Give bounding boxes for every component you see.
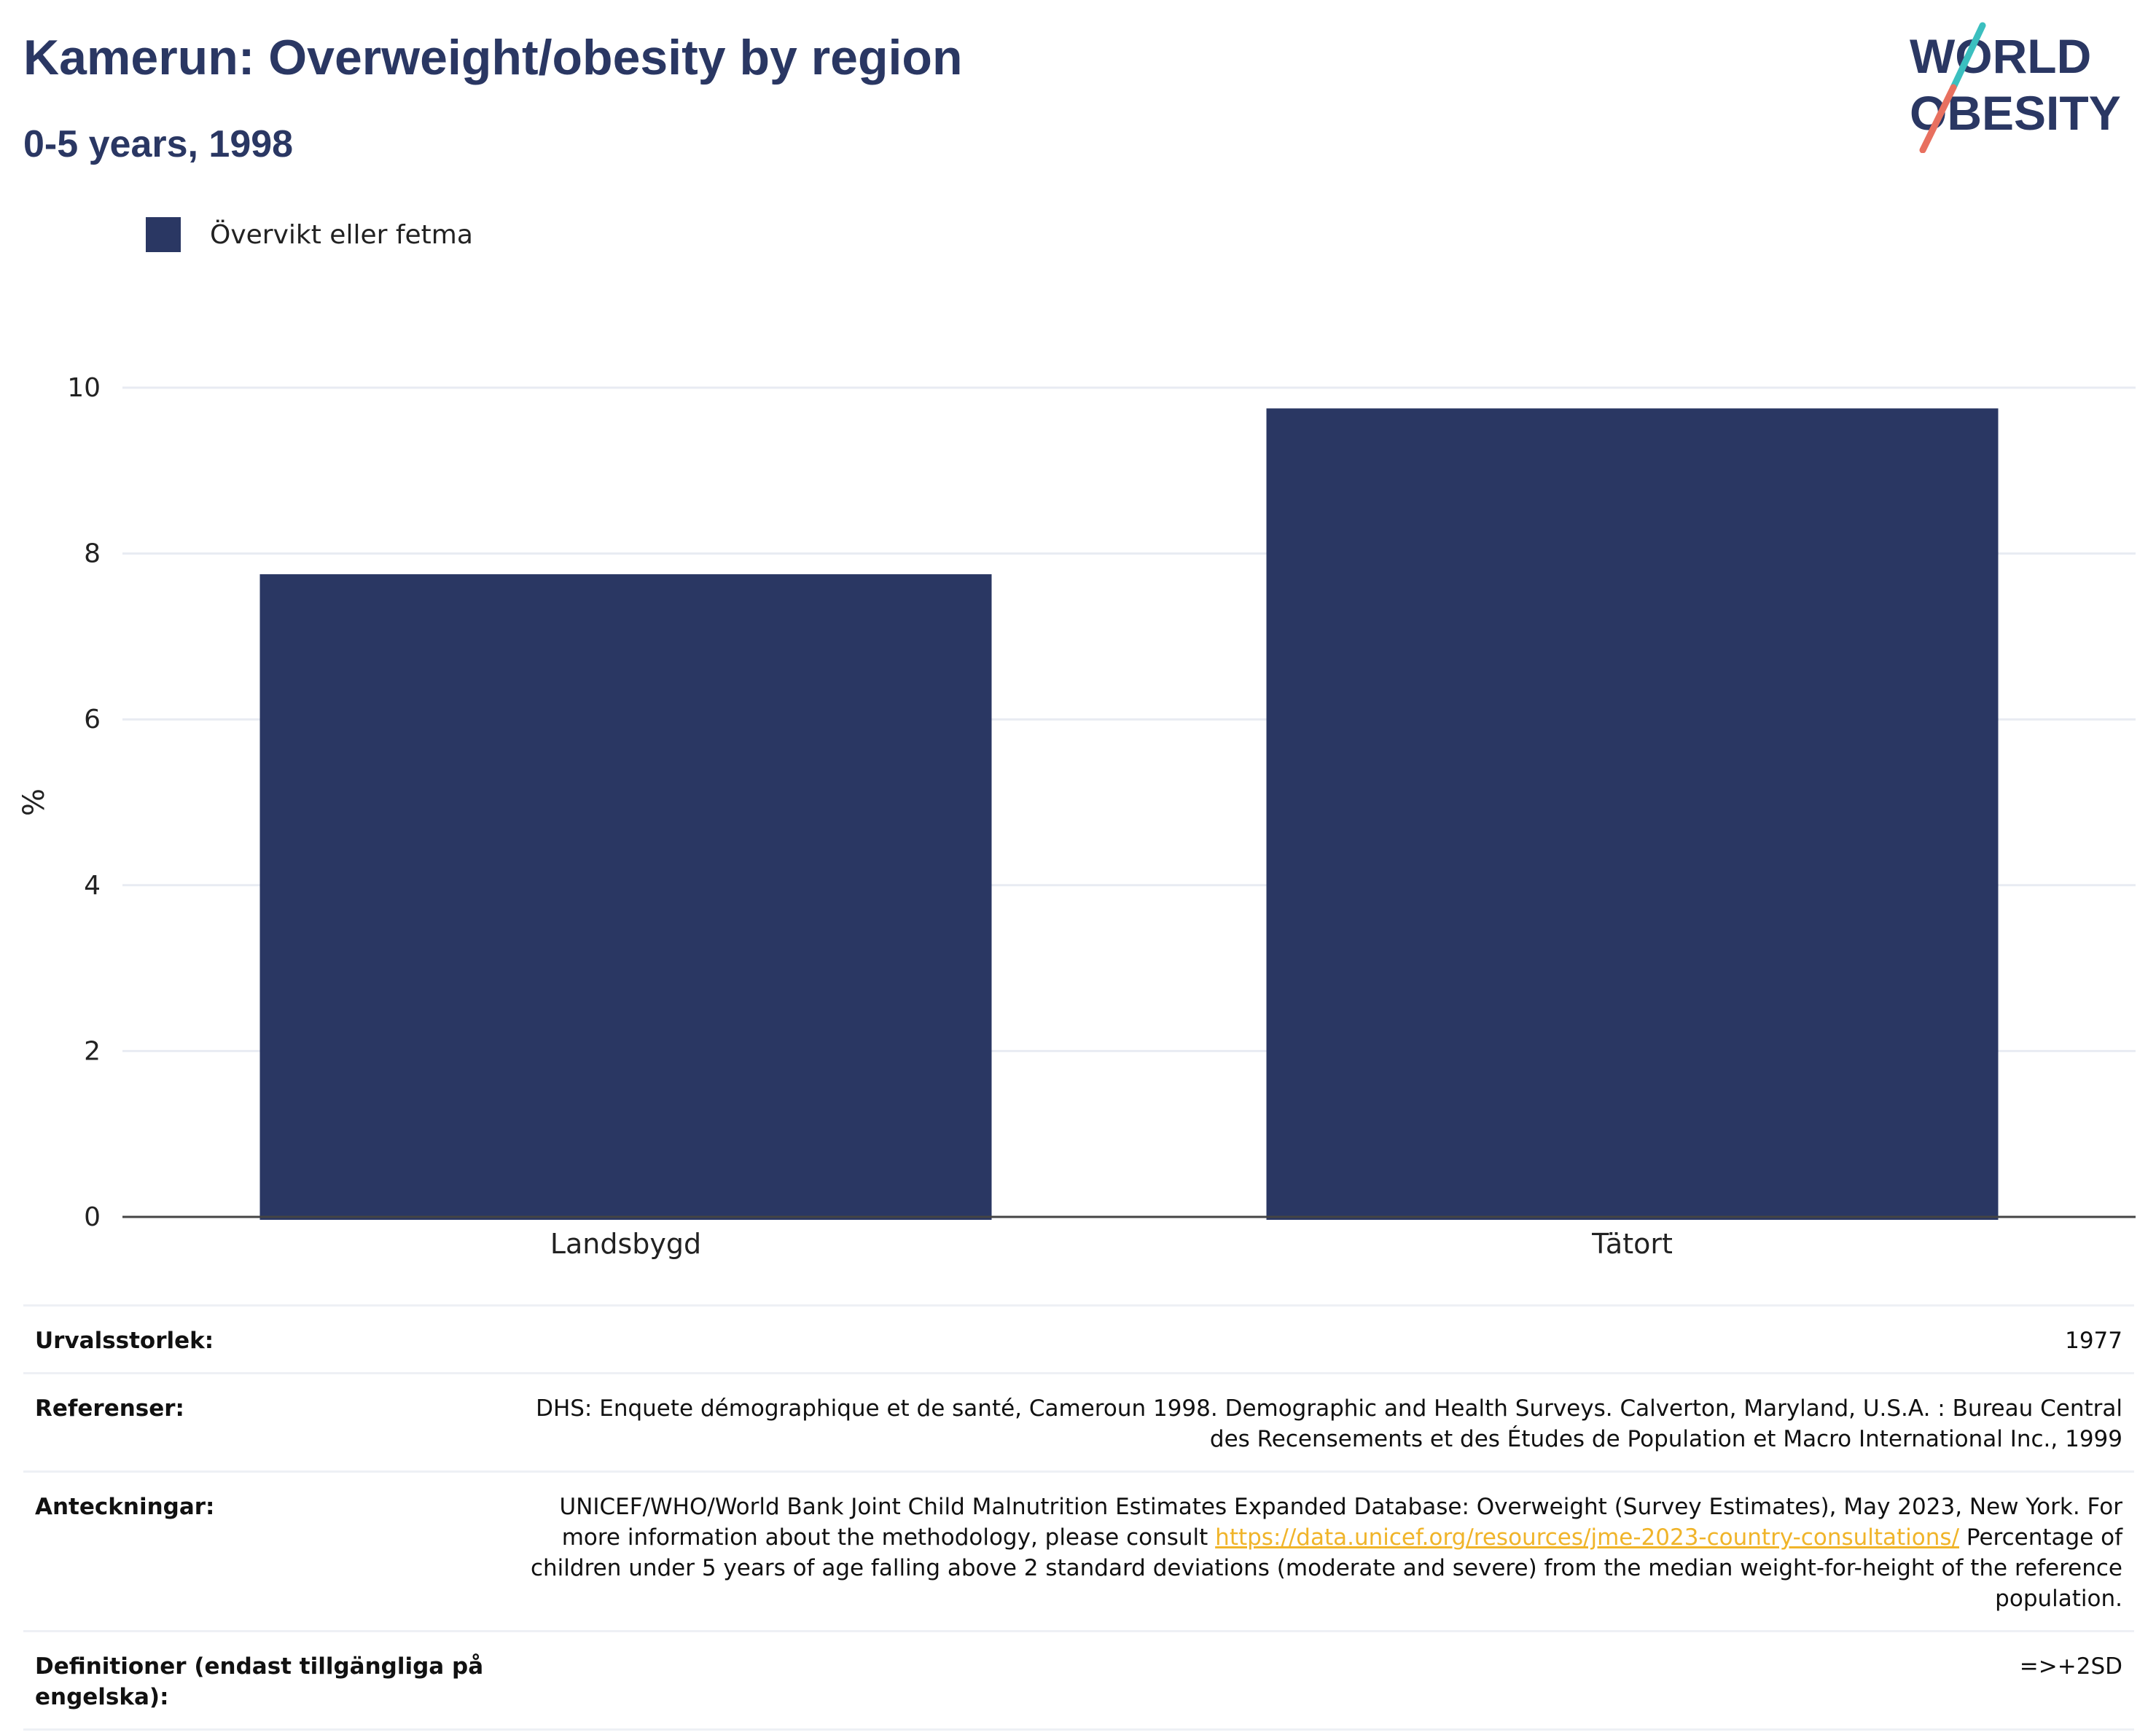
y-tick-label: 2	[84, 1036, 101, 1066]
bar-landsbygd	[259, 574, 992, 1220]
logo-line2: OBESITY	[1910, 86, 2121, 140]
meta-row-sample-size: Urvalsstorlek: 1977	[23, 1304, 2134, 1372]
y-tick-label: 6	[84, 705, 101, 735]
logo-line1: WORLD	[1910, 29, 2091, 83]
notes-value: UNICEF/WHO/World Bank Joint Child Malnut…	[501, 1492, 2122, 1614]
y-tick-label: 4	[84, 871, 101, 901]
definitions-label: Definitioner (endast tillgängliga på eng…	[35, 1653, 484, 1710]
world-obesity-logo: WORLD OBESITY	[1910, 22, 2121, 153]
y-tick-label: 0	[84, 1202, 101, 1232]
y-tick-label: 8	[84, 539, 101, 569]
legend-swatch	[146, 217, 181, 252]
metadata-table: Urvalsstorlek: 1977 Referenser: DHS: Enq…	[23, 1304, 2134, 1731]
chart-title: Kamerun: Overweight/obesity by region	[23, 30, 963, 85]
y-axis-label: %	[17, 788, 51, 816]
chart-legend: Övervikt eller fetma	[146, 217, 473, 252]
meta-row-definitions: Definitioner (endast tillgängliga på eng…	[23, 1630, 2134, 1731]
logo-slash-bottom	[1919, 84, 1957, 153]
bar-chart: 0 2 4 6 8 10% Landsbygd Tätort	[17, 373, 2136, 1260]
sample-size-value: 1977	[2065, 1328, 2122, 1354]
notes-text-1: UNICEF/WHO/World Bank Joint Child Malnut…	[559, 1494, 2123, 1551]
x-tick-label: Tätort	[1591, 1228, 1673, 1260]
sample-size-label: Urvalsstorlek:	[35, 1328, 214, 1354]
chart-subtitle: 0-5 years, 1998	[23, 123, 294, 165]
references-label: Referenser:	[35, 1395, 184, 1422]
meta-row-notes: Anteckningar: UNICEF/WHO/World Bank Join…	[23, 1470, 2134, 1630]
notes-label: Anteckningar:	[35, 1494, 215, 1520]
references-value: DHS: Enquete démographique et de santé, …	[536, 1395, 2122, 1452]
legend-label: Övervikt eller fetma	[210, 219, 473, 250]
x-tick-label: Landsbygd	[550, 1228, 701, 1260]
notes-link[interactable]: https://data.unicef.org/resources/jme-20…	[1215, 1524, 1960, 1551]
bar-tätort	[1266, 408, 1999, 1221]
y-tick-label: 10	[67, 373, 101, 403]
notes-text-2: Percentage of children under 5 years of …	[530, 1524, 2122, 1612]
meta-row-references: Referenser: DHS: Enquete démographique e…	[23, 1372, 2134, 1470]
logo-slash-top	[1950, 22, 1986, 91]
definitions-value: =>+2SD	[2019, 1653, 2122, 1680]
